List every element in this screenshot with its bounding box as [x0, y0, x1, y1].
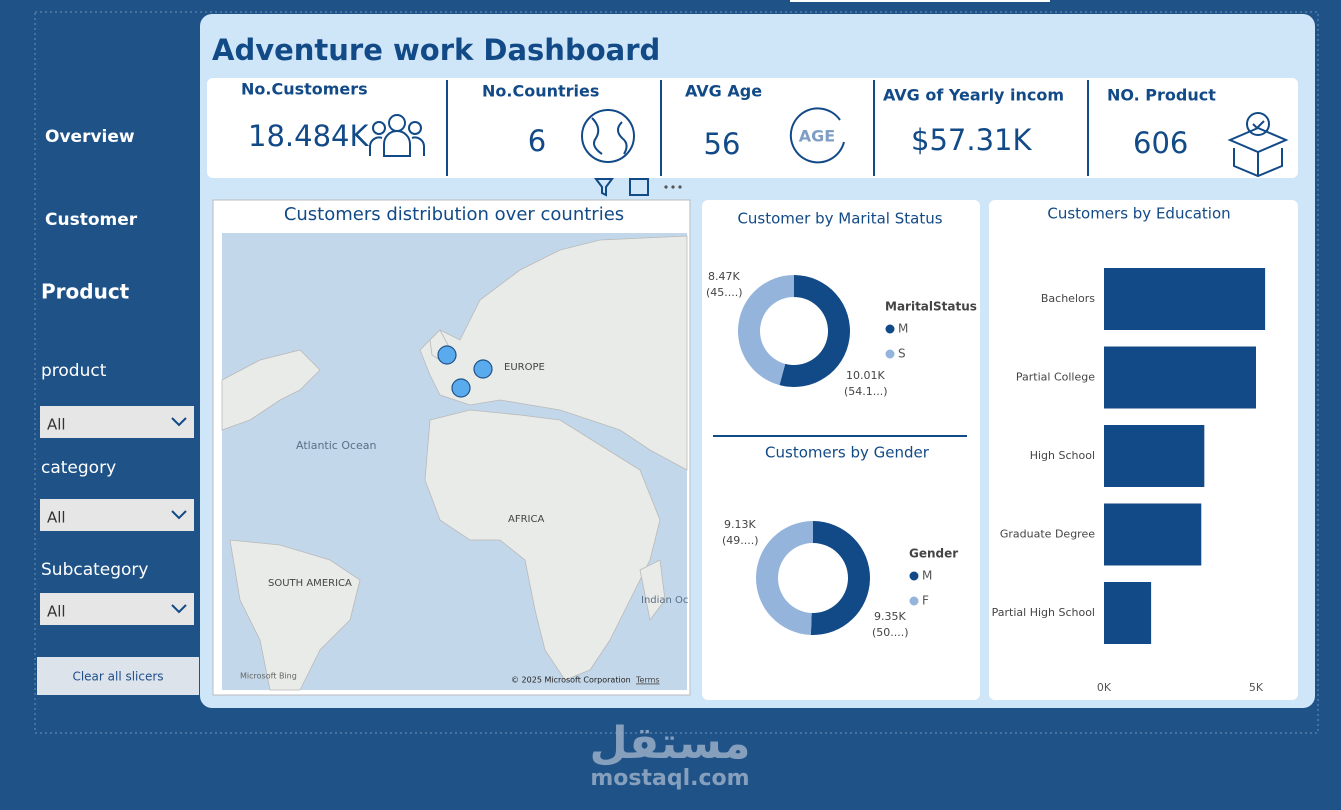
y-tick-label: Partial College [1016, 371, 1095, 384]
legend-marker [909, 571, 919, 581]
slicer-value: All [47, 603, 66, 621]
map-place-labels: EUROPE Atlantic Ocean AFRICA SOUTH AMERI… [268, 362, 688, 606]
donut-slice [737, 275, 794, 386]
chevron [171, 417, 187, 427]
kpi-label: No.Countries [482, 82, 599, 101]
map-brand: Microsoft Bing [240, 672, 297, 681]
map-terms[interactable]: Terms [635, 676, 660, 685]
more-icon[interactable] [664, 185, 682, 189]
bar [1104, 503, 1202, 566]
x-tick-label: 5K [1249, 681, 1264, 694]
slicer-value: All [47, 509, 66, 527]
kpi-strip [207, 78, 1298, 178]
data-label-percent: (50....) [872, 626, 909, 639]
kpi-label: AVG Age [685, 82, 762, 101]
kpi-label: NO. Product [1107, 86, 1216, 105]
bar [1104, 582, 1152, 644]
map-credit: © 2025 Microsoft Corporation [511, 676, 631, 685]
donut-slice [756, 521, 813, 635]
clear-button-label: Clear all slicers [72, 670, 163, 684]
map-point[interactable] [437, 345, 457, 365]
legend-label: S [898, 347, 906, 361]
map-point[interactable] [473, 359, 493, 379]
y-tick-label: Graduate Degree [1000, 528, 1095, 541]
data-label-percent: (54.1...) [844, 385, 888, 398]
map-land [221, 235, 688, 691]
map-place: AFRICA [508, 514, 544, 525]
clear-button[interactable] [37, 657, 199, 695]
y-tick-label: Partial High School [992, 606, 1095, 619]
slicer-label: Subcategory [41, 560, 149, 580]
focus-icon[interactable] [629, 178, 649, 196]
kpi-value: 18.484K [248, 119, 369, 153]
slicer-label: category [41, 458, 116, 478]
chevron [171, 510, 187, 520]
legend-title: MaritalStatus [885, 300, 977, 314]
map-place: EUROPE [504, 362, 545, 373]
kpi-value: 6 [528, 124, 546, 158]
legend-marker [885, 349, 895, 359]
nav-item[interactable]: Overview [45, 127, 135, 147]
chart-title: Customers by Education [1047, 205, 1230, 223]
donut-slice [779, 275, 850, 387]
filter-icon[interactable] [594, 178, 614, 197]
y-tick-label: Bachelors [1041, 292, 1095, 305]
data-label: 9.13K [724, 518, 756, 531]
dashboard-title: Adventure work Dashboard [212, 33, 660, 67]
bar [1104, 425, 1205, 487]
canvas-border [34, 11, 1319, 734]
slicer-value: All [47, 416, 66, 434]
legend-label: M [898, 322, 908, 336]
slicer-dropdown[interactable] [40, 499, 194, 531]
bar [1104, 346, 1256, 409]
chevron [171, 604, 187, 614]
legend-marker [909, 596, 919, 606]
age-icon: AGE [789, 107, 845, 164]
data-label-percent: (49....) [722, 534, 759, 547]
watermark-latin: mostaql.com [590, 766, 749, 791]
visual-toolbar [594, 178, 682, 197]
y-tick-label: High School [1030, 449, 1095, 462]
legend-title: Gender [909, 547, 958, 561]
nav-item[interactable]: Customer [45, 210, 138, 230]
slicer-dropdown[interactable] [40, 593, 194, 625]
map-place: Indian Oc [641, 595, 688, 606]
chart-title: Customer by Marital Status [737, 210, 942, 228]
map-title: Customers distribution over countries [284, 204, 624, 225]
customers-icon [369, 114, 425, 157]
slicer-dropdown[interactable] [40, 406, 194, 438]
kpi-label: AVG of Yearly incom [883, 86, 1064, 105]
map-place: Atlantic Ocean [296, 439, 377, 452]
data-label: 10.01K [846, 369, 885, 382]
watermark-arabic: مستقل [590, 718, 751, 769]
top-strip [790, 0, 1050, 2]
x-tick-label: 0K [1097, 681, 1112, 694]
globe-icon [581, 109, 635, 163]
box-icon [1227, 112, 1289, 178]
nav-item[interactable]: Product [41, 280, 130, 304]
chart-title: Customers by Gender [765, 444, 930, 462]
kpi-value: $57.31K [911, 123, 1032, 157]
map-point[interactable] [451, 378, 471, 398]
donut-slice [810, 521, 871, 635]
legend-label: F [922, 594, 929, 608]
bar [1104, 268, 1266, 330]
slicer-label: product [41, 361, 107, 381]
legend-label: M [922, 569, 932, 583]
legend-marker [885, 324, 895, 334]
map-place: SOUTH AMERICA [268, 578, 352, 589]
data-label-percent: (45....) [706, 286, 743, 299]
map-points [437, 345, 493, 398]
kpi-value: 606 [1133, 126, 1188, 160]
kpi-value: 56 [704, 127, 741, 161]
data-label: 9.35K [874, 610, 906, 623]
kpi-label: No.Customers [241, 80, 368, 99]
age-icon-text: AGE [799, 127, 835, 146]
data-label: 8.47K [708, 270, 740, 283]
